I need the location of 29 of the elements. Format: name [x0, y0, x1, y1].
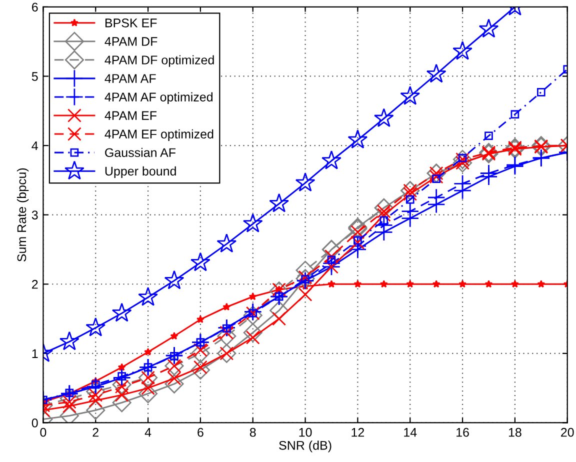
y-tick-label: 0 [32, 418, 38, 428]
y-tick-label: 6 [32, 2, 38, 12]
x-tick-label: 14 [404, 428, 417, 437]
x-tick-label: 16 [456, 428, 469, 437]
legend-label: BPSK EF [105, 18, 157, 28]
y-tick-label: 4 [32, 141, 38, 150]
x-tick-label: 2 [92, 428, 98, 437]
x-tick-label: 10 [299, 428, 312, 437]
y-axis-title: Sum Rate (bpcu) [16, 168, 29, 262]
y-tick-label: 3 [32, 210, 38, 220]
y-tick-label: 5 [32, 72, 38, 81]
legend-label: 4PAM EF [104, 111, 157, 120]
x-tick-label: 18 [508, 428, 522, 437]
x-tick-label: 6 [198, 428, 204, 437]
x-tick-label: 8 [250, 428, 256, 437]
x-tick-label: 20 [561, 428, 574, 437]
legend-label: 4PAM DF [104, 37, 158, 46]
legend-label: 4PAM EF optimized [104, 129, 214, 141]
legend-label: 4PAM AF optimized [104, 92, 212, 104]
legend-label: 4PAM AF [104, 74, 156, 83]
legend-label: 4PAM DF optimized [104, 55, 214, 67]
x-tick-label: 4 [144, 428, 152, 437]
legend-label: Upper bound [105, 166, 176, 178]
x-tick-label: 12 [352, 428, 364, 437]
y-tick-label: 2 [32, 280, 38, 289]
x-tick-label: 0 [40, 428, 46, 437]
y-tick-label: 1 [32, 349, 38, 358]
legend-label: Gaussian AF [105, 148, 176, 158]
x-axis-title: SNR (dB) [279, 440, 332, 452]
